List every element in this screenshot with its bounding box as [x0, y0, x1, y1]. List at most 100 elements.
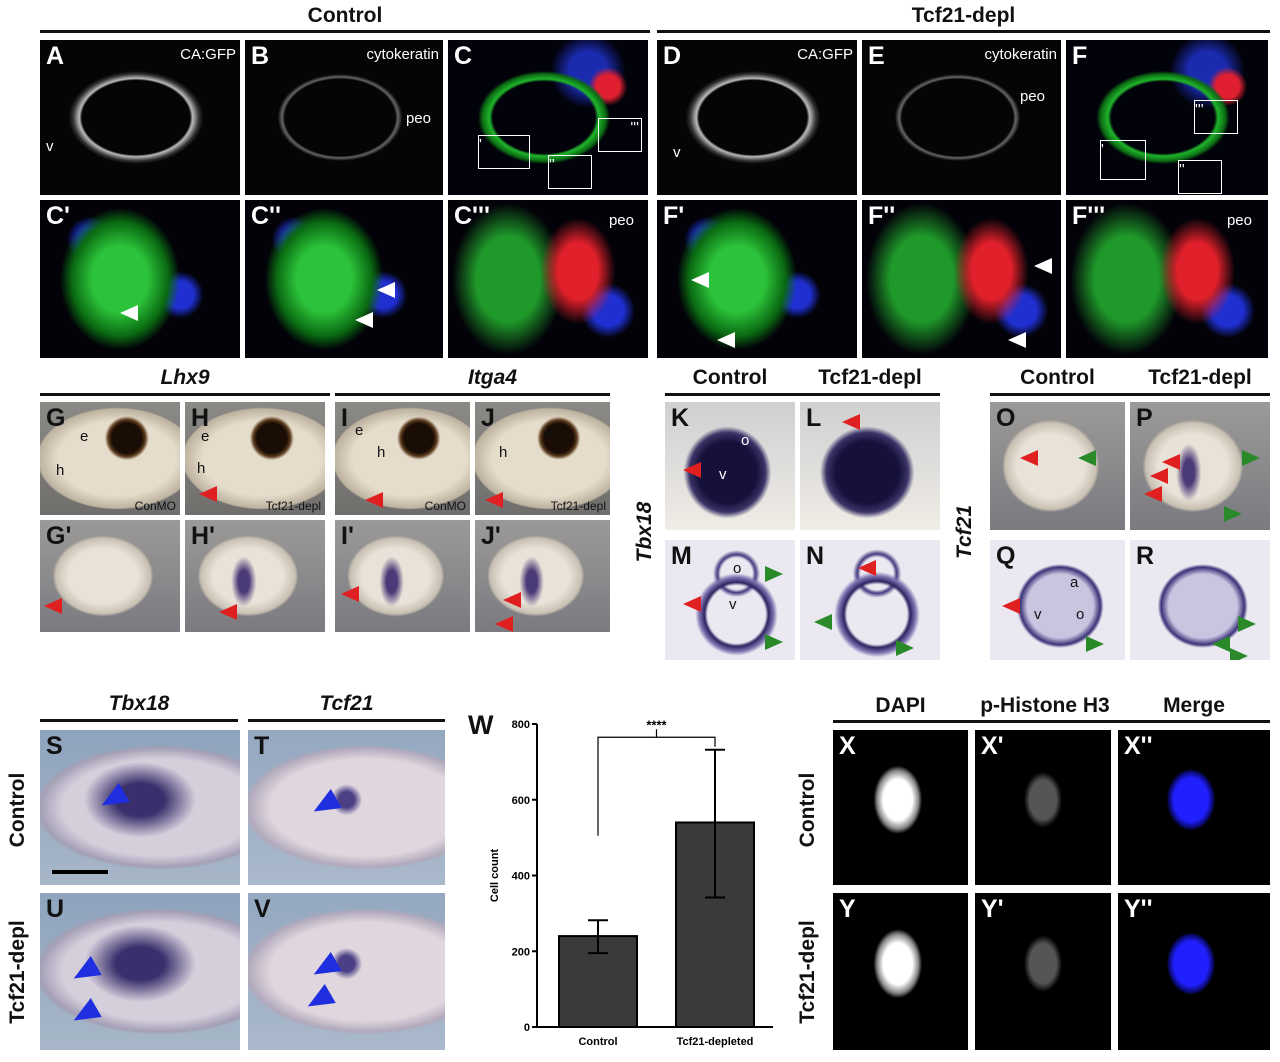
stain-label: cytokeratin [984, 46, 1057, 63]
header-itga4: Itga4 [467, 366, 517, 389]
annotation: o [741, 432, 750, 449]
inset-label: ''' [630, 119, 639, 136]
panel-label: P [1136, 404, 1153, 432]
header-lhx9: Lhx9 [160, 366, 210, 389]
header-control: Control [692, 366, 768, 389]
panel-r: R [1130, 540, 1270, 660]
arrowhead-icon [365, 492, 383, 508]
panel-o: O [990, 402, 1125, 530]
annotation: v [729, 596, 737, 613]
arrowhead-icon [1150, 468, 1168, 484]
inset-label: ''' [1195, 101, 1204, 118]
panel-a: A CA:GFP v [40, 40, 240, 195]
header-rule [40, 30, 650, 33]
scale-bar [52, 870, 108, 874]
header-rule [335, 393, 610, 396]
arrowhead-icon [1224, 506, 1242, 522]
arrowhead-icon [765, 634, 783, 650]
arrowhead-icon [302, 983, 336, 1017]
header-tcf21-depl: Tcf21-depl [818, 366, 922, 389]
panel-y-double-prime: Y'' [1118, 893, 1270, 1050]
header-control: Control [307, 4, 383, 27]
annotation: v [1034, 606, 1042, 623]
annotation: e [545, 424, 554, 441]
panel-label: L [806, 404, 822, 432]
arrowhead-icon [355, 312, 373, 328]
panel-label: T [254, 732, 270, 760]
panel-g-prime: G' [40, 520, 180, 632]
annotation: o [733, 560, 742, 577]
arrowhead-icon [341, 586, 359, 602]
header-rule [248, 719, 445, 722]
panel-h: H e h Tcf21-depl [185, 402, 325, 515]
panel-label: I [341, 404, 348, 432]
panel-l: L [800, 402, 940, 530]
annotation: a [1070, 574, 1079, 591]
header-dapi: DAPI [875, 694, 926, 717]
arrowhead-icon [842, 414, 860, 430]
y-axis-label: Cell count [489, 849, 501, 903]
panel-label: U [46, 895, 65, 923]
header-tcf21: Tcf21 [319, 692, 374, 715]
inset-label: ' [479, 136, 482, 153]
arrowhead-icon [814, 614, 832, 630]
panel-label: V [254, 895, 271, 923]
condition-label: Tcf21-depl [550, 499, 606, 513]
panel-d: D CA:GFP v [657, 40, 857, 195]
arrowhead-icon [68, 997, 102, 1031]
arrowhead-icon [1162, 454, 1180, 470]
arrowhead-icon [44, 598, 62, 614]
side-label-control: Control [6, 772, 29, 848]
panel-label: C [454, 42, 473, 70]
arrowhead-icon [377, 282, 395, 298]
arrowhead-icon [1078, 450, 1096, 466]
panel-label: R [1136, 542, 1155, 570]
arrowhead-icon [683, 596, 701, 612]
panel-label: O [996, 404, 1016, 432]
panel-p: P [1130, 402, 1270, 530]
annotation: o [1076, 606, 1085, 623]
side-label-control: Control [796, 772, 819, 848]
panel-h-prime: H' [185, 520, 325, 632]
panel-label: D [663, 42, 682, 70]
panel-label: B [251, 42, 270, 70]
panel-label: H' [191, 522, 215, 550]
panel-k: K o v [665, 402, 795, 530]
arrowhead-icon [1002, 598, 1020, 614]
panel-f-prime: F' [657, 200, 857, 358]
panel-label: A [46, 42, 65, 70]
side-label-tcf21: Tcf21 [953, 504, 976, 560]
panel-i-prime: I' [335, 520, 470, 632]
arrowhead-icon [896, 640, 914, 656]
arrowhead-icon [120, 305, 138, 321]
panel-label: F'' [868, 202, 896, 230]
panel-i: I e h ConMO [335, 402, 470, 515]
panel-c-double-prime: C'' [245, 200, 443, 358]
panel-t: T [248, 730, 445, 885]
panel-label: E [868, 42, 885, 70]
panel-label: Q [996, 542, 1016, 570]
arrowhead-icon [858, 560, 876, 576]
arrowhead-icon [503, 592, 521, 608]
header-tcf21-depl: Tcf21-depl [911, 4, 1016, 27]
arrowhead-icon [1020, 450, 1038, 466]
annotation: peo [1019, 88, 1045, 105]
header-rule [40, 719, 238, 722]
inset-label: ' [1101, 141, 1104, 158]
inset-label: '' [1179, 161, 1185, 178]
annotation: v [673, 144, 681, 161]
arrowhead-icon [1034, 258, 1052, 274]
x-tick-label: Tcf21-depleted [677, 1036, 754, 1048]
arrowhead-icon [219, 604, 237, 620]
arrowhead-icon [1212, 636, 1230, 652]
significance-bracket [597, 729, 716, 836]
header-tcf21-depl: Tcf21-depl [1148, 366, 1252, 389]
panel-x: X [833, 730, 968, 885]
panel-label: C' [46, 202, 70, 230]
arrowhead-icon [717, 332, 735, 348]
panel-f-double-prime: F'' [862, 200, 1061, 358]
panel-g: G e h ConMO [40, 402, 180, 515]
inset-box: ' [478, 135, 530, 169]
panel-v: V [248, 893, 445, 1050]
